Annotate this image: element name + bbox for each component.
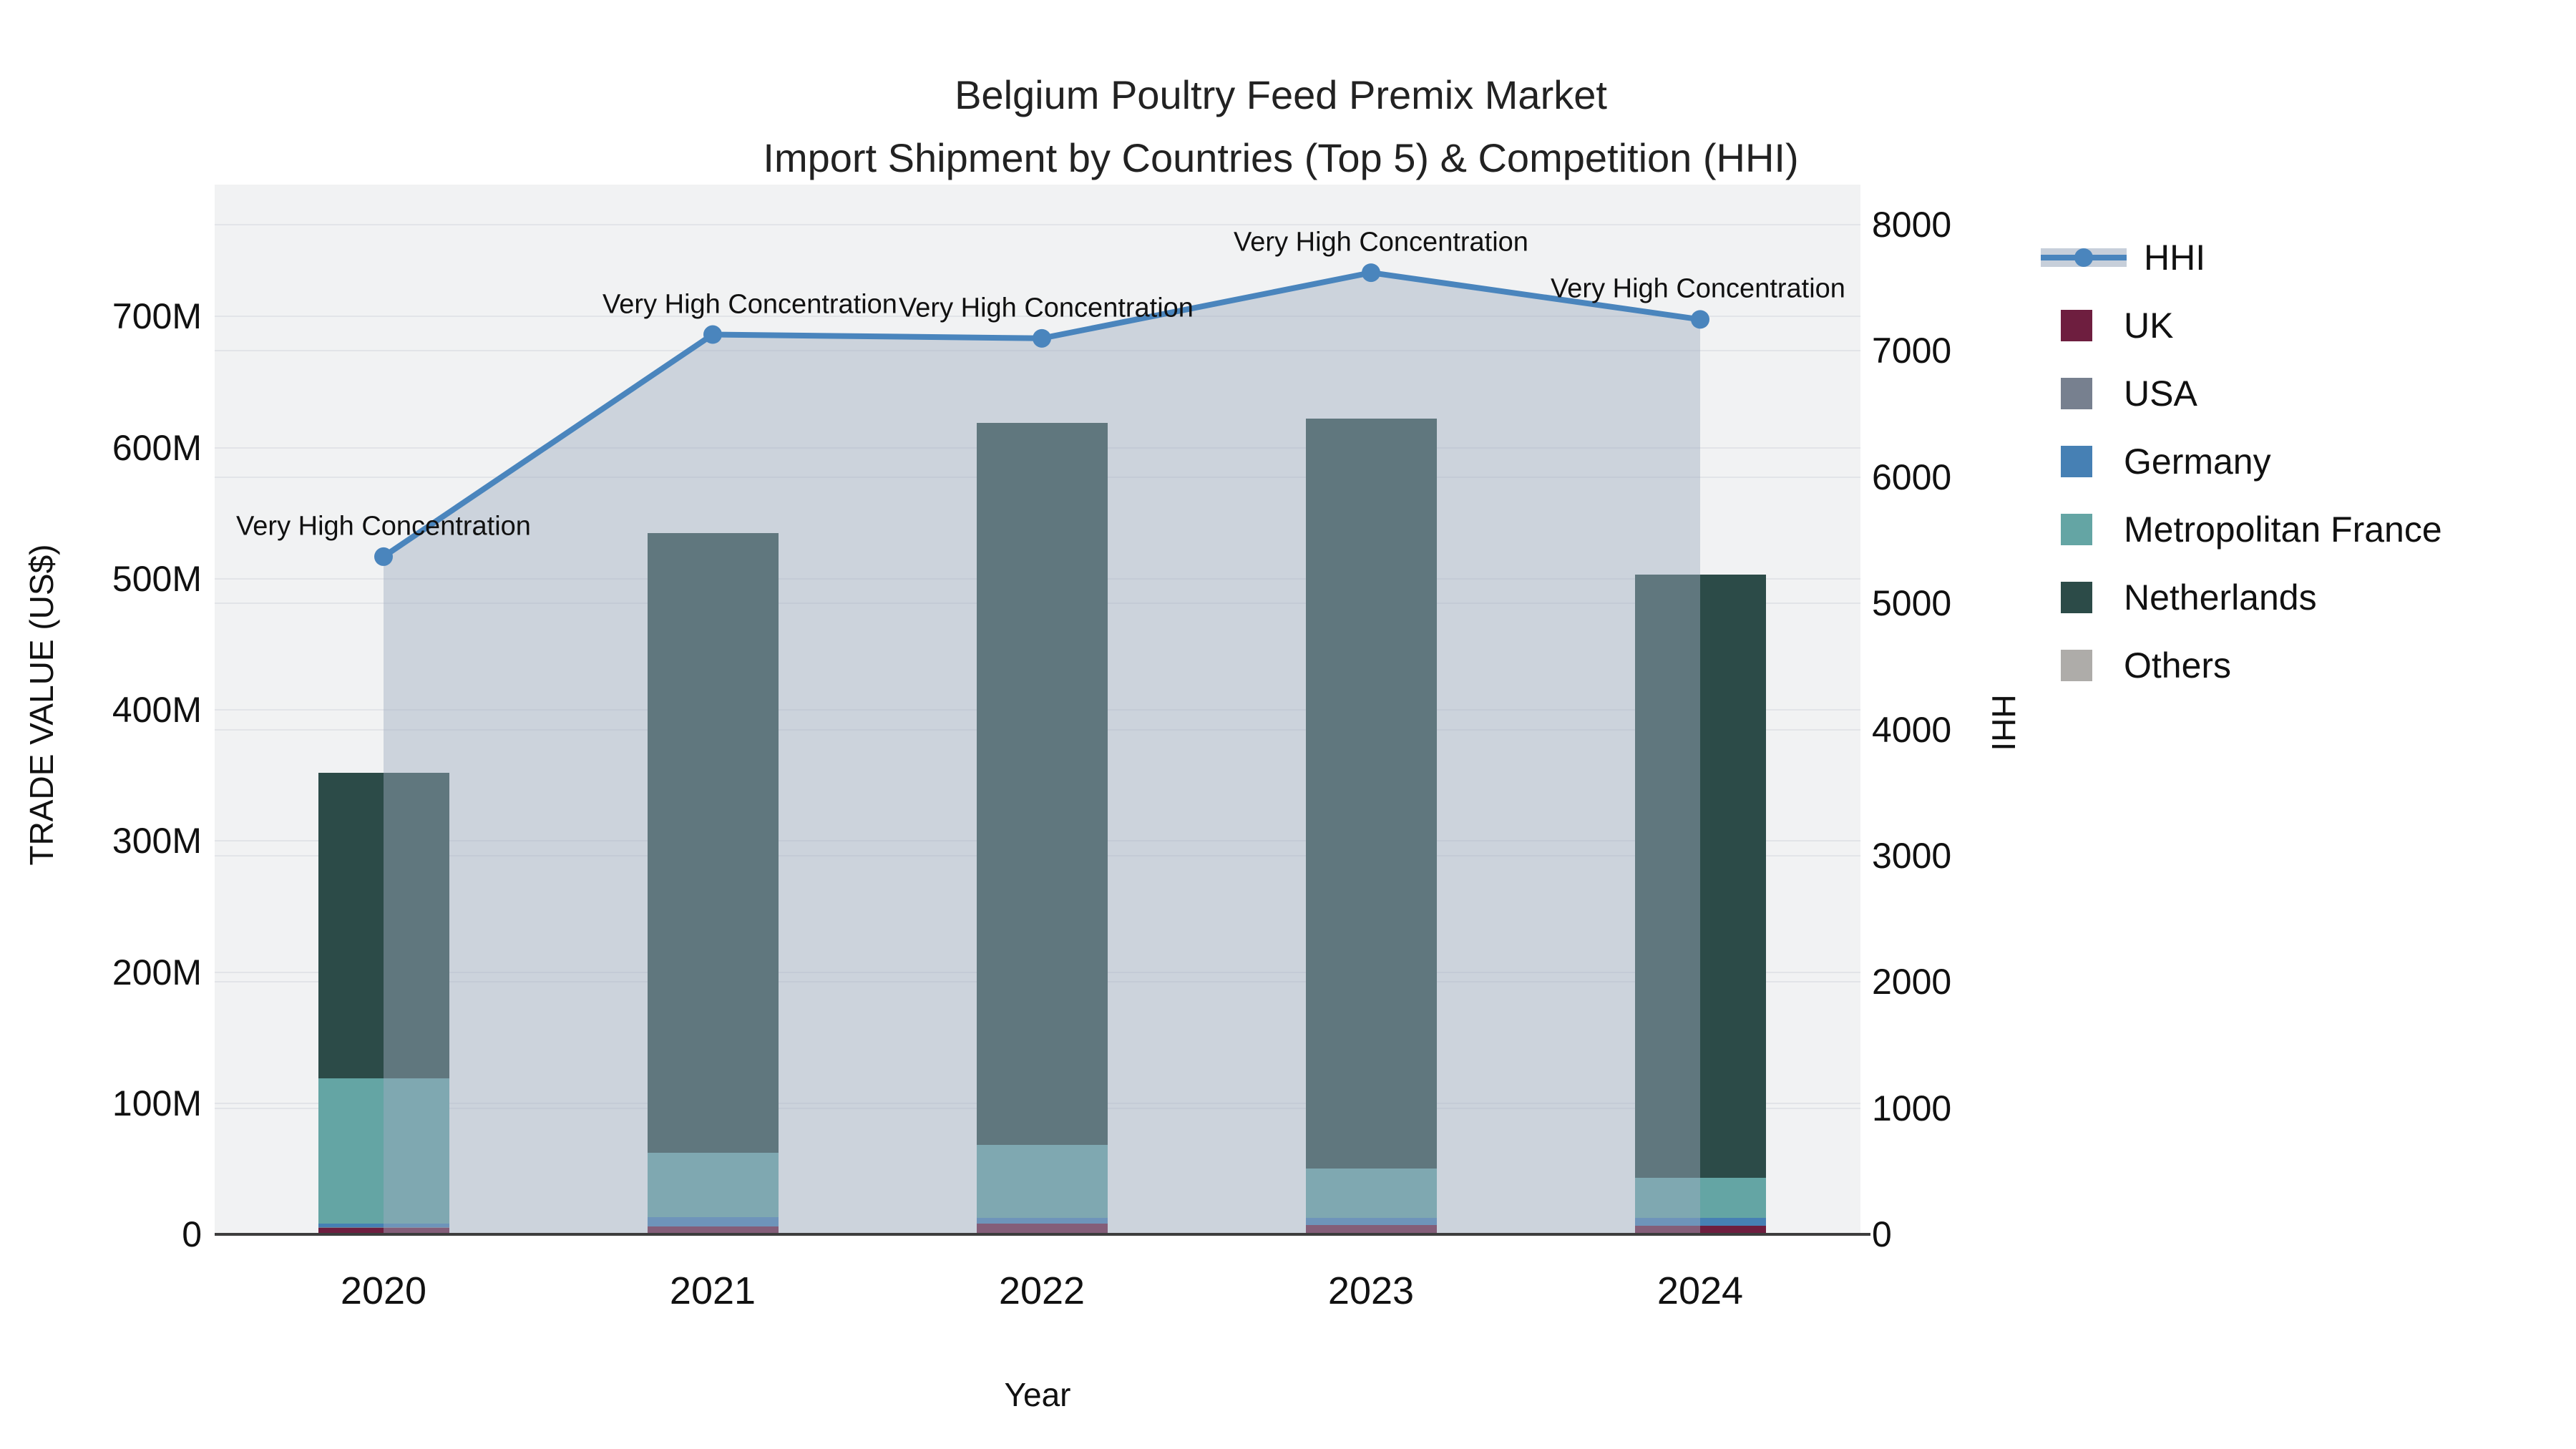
bar-segment-netherlands-2022[interactable] (976, 422, 1108, 1234)
legend-item-hhi[interactable]: HHI (2041, 236, 2205, 279)
right-tick-6000: 6000 (1872, 457, 1952, 497)
annotation-2024: Very High Concentration (1551, 273, 1845, 304)
legend-label-metropolitan-france: Metropolitan France (2124, 509, 2442, 550)
x-axis-line (215, 1233, 1870, 1236)
left-tick-400M: 400M (112, 690, 202, 731)
bar-segment-uk-2023[interactable] (1305, 1225, 1437, 1234)
left-tick-100M: 100M (112, 1083, 202, 1123)
legend-hhi-marker-icon (2074, 248, 2093, 267)
right-tick-1000: 1000 (1872, 1088, 1952, 1128)
right-tick-4000: 4000 (1872, 709, 1952, 750)
legend-label-netherlands: Netherlands (2124, 577, 2317, 618)
hhi-marker-2020[interactable] (374, 547, 393, 566)
bar-segment-netherlands-2021[interactable] (647, 532, 779, 1234)
legend-item-germany[interactable]: Germany (2041, 440, 2271, 483)
left-tick-300M: 300M (112, 821, 202, 862)
bar-segment-netherlands-2024[interactable] (1634, 575, 1766, 1234)
right-tick-3000: 3000 (1872, 835, 1952, 876)
bar-segment-uk-2022[interactable] (976, 1224, 1108, 1234)
annotation-2022: Very High Concentration (899, 293, 1194, 323)
legend-swatch-usa (2061, 378, 2092, 409)
gridline-hhi-7000 (215, 350, 1860, 352)
bar-segment-metropolitan-france-2020[interactable] (318, 1078, 449, 1234)
chart-title: Belgium Poultry Feed Premix Market (955, 72, 1607, 117)
legend-item-netherlands[interactable]: Netherlands (2041, 576, 2317, 619)
legend-item-metropolitan-france[interactable]: Metropolitan France (2041, 508, 2442, 551)
chart-subtitle: Import Shipment by Countries (Top 5) & C… (763, 135, 1799, 180)
left-tick-600M: 600M (112, 427, 202, 468)
left-tick-500M: 500M (112, 558, 202, 599)
bar-segment-netherlands-2023[interactable] (1305, 419, 1437, 1234)
gridline-hhi-8000 (215, 224, 1860, 226)
legend-swatch-netherlands (2061, 582, 2092, 613)
legend-swatch-metropolitan-france (2061, 514, 2092, 545)
x-tick-2023: 2023 (1327, 1269, 1415, 1312)
legend-label-usa: USA (2124, 374, 2197, 414)
legend-label-hhi: HHI (2144, 238, 2206, 278)
hhi-marker-2021[interactable] (703, 325, 722, 344)
x-tick-2020: 2020 (340, 1269, 427, 1312)
x-tick-2022: 2022 (998, 1269, 1085, 1312)
right-tick-7000: 7000 (1872, 331, 1952, 371)
x-axis-title: Year (1004, 1376, 1071, 1413)
right-tick-5000: 5000 (1872, 583, 1952, 624)
annotation-2021: Very High Concentration (602, 289, 897, 320)
legend-swatch-others (2061, 650, 2092, 681)
legend-swatch-germany (2061, 446, 2092, 477)
right-tick-8000: 8000 (1872, 205, 1952, 245)
legend-item-uk[interactable]: UK (2041, 304, 2173, 347)
legend-item-others[interactable]: Others (2041, 644, 2231, 687)
bar-segment-uk-2020[interactable] (318, 1227, 449, 1234)
legend-label-others: Others (2124, 645, 2232, 686)
hhi-marker-2024[interactable] (1691, 310, 1709, 329)
left-tick-200M: 200M (112, 952, 202, 992)
right-tick-2000: 2000 (1872, 962, 1952, 1002)
bar-segment-uk-2024[interactable] (1634, 1226, 1766, 1234)
legend-label-germany: Germany (2124, 441, 2271, 482)
x-tick-2024: 2024 (1657, 1269, 1744, 1312)
hhi-marker-2023[interactable] (1362, 263, 1380, 283)
legend-item-usa[interactable]: USA (2041, 372, 2197, 415)
bar-segment-uk-2021[interactable] (647, 1226, 779, 1234)
x-tick-2021: 2021 (669, 1269, 756, 1312)
annotation-2020: Very High Concentration (236, 511, 531, 542)
legend-swatch-uk (2061, 310, 2092, 341)
annotation-2023: Very High Concentration (1234, 227, 1528, 258)
left-tick-0: 0 (182, 1214, 202, 1254)
right-axis-title: HHI (1985, 694, 2022, 751)
hhi-marker-2022[interactable] (1033, 328, 1051, 348)
legend-hhi-line-icon (2041, 242, 2127, 273)
right-tick-0: 0 (1872, 1214, 1892, 1254)
left-tick-700M: 700M (112, 296, 202, 337)
left-axis-title: TRADE VALUE (US$) (23, 544, 60, 866)
legend-label-uk: UK (2124, 306, 2174, 346)
